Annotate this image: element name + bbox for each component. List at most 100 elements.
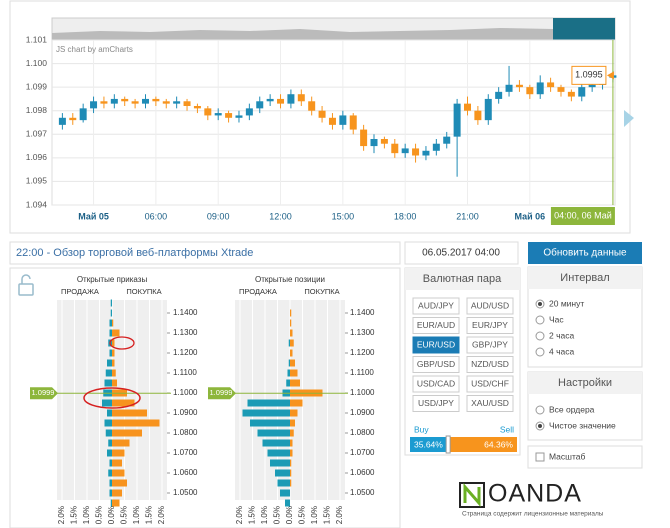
radio-label: Чистое значение xyxy=(549,420,616,430)
sell-bar xyxy=(270,459,290,467)
candle-body xyxy=(557,87,565,92)
pair-button[interactable] xyxy=(466,395,514,412)
candle-body xyxy=(141,98,149,104)
x-tick-label: 1.5% xyxy=(145,506,154,524)
y-tick-label: 1.1400 xyxy=(173,308,198,317)
candle-body xyxy=(225,113,233,118)
pair-button[interactable] xyxy=(412,375,460,393)
chart-credit: JS chart by amCharts xyxy=(56,45,133,54)
y-tick-label: 1.097 xyxy=(26,129,48,139)
navigator-selection[interactable] xyxy=(553,18,615,40)
radio-label: 4 часа xyxy=(549,346,574,356)
x-tick-label: 15:00 xyxy=(332,211,355,221)
sell-bar xyxy=(247,399,290,407)
sell-bar xyxy=(109,459,112,467)
legend-buy: ПОКУПКА xyxy=(126,287,161,296)
settings-panel-title: Настройки xyxy=(558,377,612,389)
candle-body xyxy=(380,139,388,144)
pair-label: USD/CHF xyxy=(471,378,509,388)
y-tick-label: 1.0600 xyxy=(173,468,198,477)
buy-bar xyxy=(290,349,293,357)
y-tick-label: 1.096 xyxy=(26,152,48,162)
buy-bar xyxy=(290,399,303,407)
candle-body xyxy=(474,110,482,121)
sell-bar xyxy=(104,419,112,427)
pair-button[interactable] xyxy=(412,395,460,412)
checkbox[interactable] xyxy=(535,452,545,462)
candle-body xyxy=(308,101,316,111)
sell-bar xyxy=(107,449,112,457)
x-tick-label: 0.5% xyxy=(298,506,307,524)
date-box[interactable] xyxy=(404,241,519,265)
buy-bar xyxy=(112,419,160,427)
sell-bar xyxy=(104,379,112,387)
pair-button[interactable] xyxy=(412,336,460,354)
book-title: Открытые приказы xyxy=(77,275,148,284)
sell-bar xyxy=(280,489,290,497)
navigator-area xyxy=(52,28,553,40)
pair-button[interactable] xyxy=(412,297,460,315)
sell-bar xyxy=(288,339,290,347)
radio[interactable] xyxy=(535,315,545,325)
pair-button[interactable] xyxy=(412,356,460,373)
radio[interactable] xyxy=(535,405,545,415)
price-box xyxy=(571,65,607,85)
radio-dot xyxy=(538,302,542,306)
candle-body xyxy=(370,139,378,147)
candle-body xyxy=(495,91,503,99)
sell-bar xyxy=(105,369,112,377)
price-label: 1.0995 xyxy=(575,70,603,80)
radio[interactable] xyxy=(535,331,545,341)
pair-button[interactable] xyxy=(466,375,514,393)
buy-bar xyxy=(112,359,115,367)
candle-body xyxy=(349,115,357,130)
buy-bar xyxy=(290,379,300,387)
buy-bar xyxy=(112,379,117,387)
buy-bar xyxy=(290,449,293,457)
scroll-arrow[interactable] xyxy=(624,110,634,127)
buy-bar xyxy=(290,329,293,337)
sell-bar xyxy=(105,429,112,437)
pair-button[interactable] xyxy=(466,297,514,315)
radio-label: 20 минут xyxy=(549,298,584,308)
x-tick-label: 0.5% xyxy=(95,506,104,524)
buy-bar xyxy=(290,439,293,447)
checkbox-label: Масштаб xyxy=(549,451,585,461)
lock-icon[interactable] xyxy=(18,274,34,296)
sell-bar xyxy=(257,429,290,437)
refresh-button[interactable] xyxy=(528,242,642,264)
candle-body xyxy=(131,101,139,104)
pair-label: EUR/AUD xyxy=(417,320,455,330)
pair-label: EUR/JPY xyxy=(472,320,508,330)
legend-sell: ПРОДАЖА xyxy=(239,287,277,296)
pair-button[interactable] xyxy=(466,317,514,334)
sell-bar xyxy=(107,409,112,417)
annotation-circle xyxy=(83,387,141,409)
book-title: Открытые позиции xyxy=(255,275,325,284)
logo-name: OANDA xyxy=(488,480,582,508)
buy-bar xyxy=(112,369,116,377)
pair-button[interactable] xyxy=(466,356,514,373)
sell-bar xyxy=(107,359,112,367)
pair-button[interactable] xyxy=(412,317,460,334)
pair-label: AUD/USD xyxy=(471,300,509,310)
buy-bar xyxy=(112,399,135,407)
split-handle[interactable] xyxy=(445,435,451,454)
x-tick-label: 2.0% xyxy=(57,506,66,524)
pair-button[interactable] xyxy=(466,336,514,354)
buy-bar xyxy=(290,359,295,367)
y-tick-label: 1.0700 xyxy=(173,448,198,457)
radio[interactable] xyxy=(535,347,545,357)
y-tick-label: 1.0800 xyxy=(173,428,198,437)
candle-body xyxy=(58,117,66,125)
buy-bar xyxy=(290,309,292,317)
candle-body xyxy=(318,110,326,118)
buy-bar xyxy=(112,469,125,477)
news-box[interactable] xyxy=(9,241,401,265)
candle-body xyxy=(152,98,160,102)
y-tick-label: 1.1100 xyxy=(350,368,374,377)
radio-label: Все ордера xyxy=(549,404,595,414)
x-tick-label: 09:00 xyxy=(207,211,230,221)
